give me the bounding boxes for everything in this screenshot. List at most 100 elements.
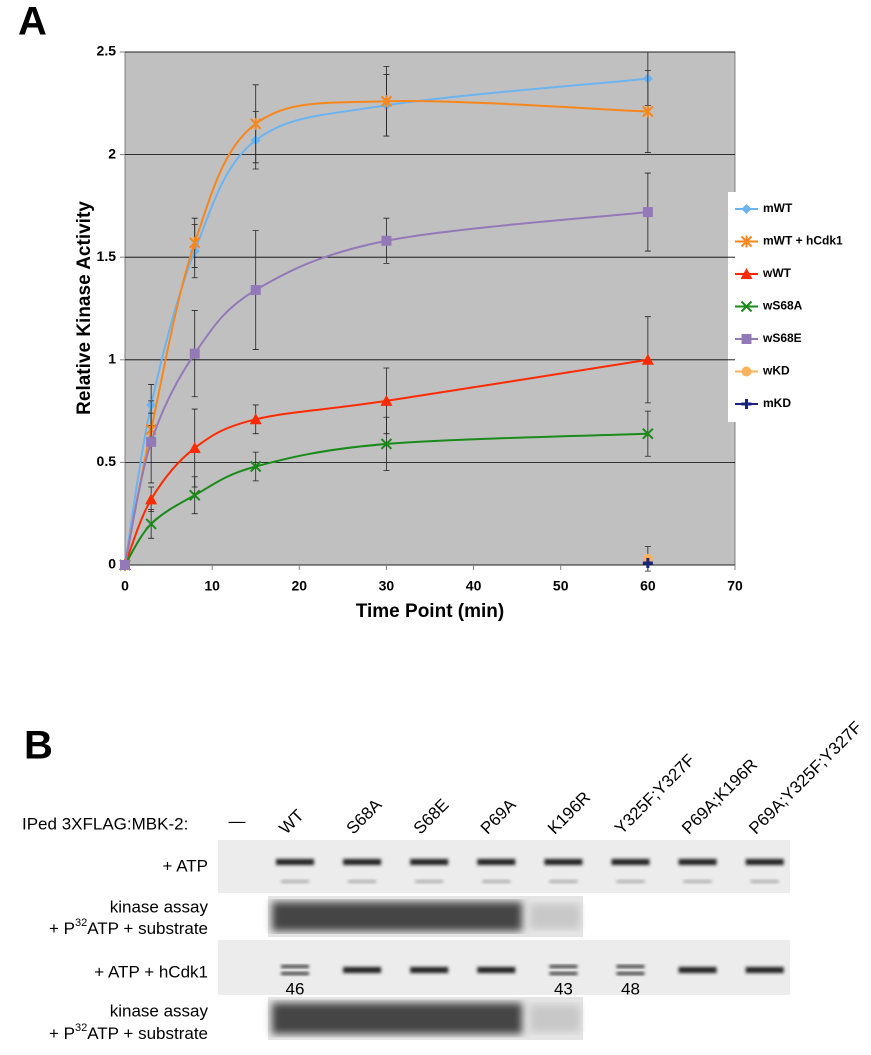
row-label: kinase assay [110,1001,209,1020]
x-tick-label: 0 [121,578,129,594]
row-label-part: ATP + substrate [87,919,208,938]
marker [380,394,393,406]
gel-band [611,859,650,865]
x-tick-label: 20 [291,578,307,594]
gel-band [616,965,645,968]
panel-label: A [18,0,47,44]
marker [641,353,654,365]
row-label-part: 32 [75,1022,87,1034]
legend-label: mWT + hCdk1 [763,234,843,248]
marker [189,489,201,501]
panel-label: B [24,724,53,768]
y-tick-label: 1 [108,351,116,367]
gel-band [343,967,382,973]
lane-label: K196R [544,788,594,838]
marker [740,300,753,313]
lane-label: S68A [343,795,386,838]
gel-band [678,859,717,865]
gel-header: IPed 3XFLAG:MBK-2: [22,814,188,833]
band-label: 48 [621,979,640,998]
marker [120,560,130,570]
lane-label: S68E [410,795,453,838]
legend-label: mWT [763,201,793,215]
legend-label: wWT [762,266,792,280]
lane-label: P69A [477,795,520,838]
marker [642,105,654,118]
y-tick-label: 1.5 [97,248,117,264]
gel-band [544,859,583,865]
gel-band [281,972,309,975]
gel-band [482,880,511,883]
lane-label: WT [276,806,308,838]
gel-band [276,859,314,865]
y-axis-title: Relative Kinase Activity [74,201,95,415]
gel-band [750,880,779,883]
legend-label: wS68E [762,331,802,345]
marker [740,268,753,279]
gel-signal [272,1003,522,1034]
x-tick-label: 30 [379,578,395,594]
gel-control: — [229,811,246,830]
marker [380,95,393,108]
lane-label: P69A;Y325F;Y327F [745,718,865,838]
marker [250,285,261,296]
gel-band [477,859,516,865]
y-tick-label: 0.5 [97,453,117,469]
y-tick-label: 0 [108,556,116,572]
marker [250,460,262,473]
marker [741,204,752,214]
marker [250,117,262,130]
y-tick-label: 2.5 [97,43,117,59]
marker [146,436,157,447]
gel-signal [272,902,522,931]
x-tick-label: 40 [466,578,482,594]
marker [381,235,392,246]
x-tick-label: 70 [727,578,743,594]
x-tick-label: 10 [204,578,220,594]
marker [741,366,752,377]
gel-strip [218,840,790,893]
marker [741,399,752,409]
gel-band [549,972,578,975]
gel-band [348,880,377,883]
gel-band [343,859,382,865]
row-label-part: ATP + substrate [87,1024,208,1043]
gel-band [616,972,645,975]
gel-band [410,859,449,865]
marker [642,427,654,440]
x-tick-label: 60 [640,578,656,594]
band-label: 43 [554,979,573,998]
gel-band [745,967,784,973]
series-line [124,77,648,566]
gel-band [415,880,444,883]
gel-band [281,965,309,968]
gel-band [616,880,645,883]
y-tick-label: 2 [108,145,116,161]
marker [188,442,201,454]
marker [145,493,158,505]
legend-label: wS68A [762,299,803,313]
gel-band [549,880,578,883]
row-label: + P32ATP + substrate [49,1022,208,1044]
marker [740,235,753,248]
gel-band [477,967,516,973]
gel-signal [530,1005,580,1032]
row-label: + ATP [162,856,208,875]
legend-label: wKD [762,364,790,378]
marker [145,518,157,530]
row-label-part: 32 [75,917,87,929]
marker [380,438,393,450]
gel-band [549,965,578,968]
row-label-part: + P [49,1024,75,1043]
marker [189,236,201,249]
gel-band [683,880,712,883]
row-label: + ATP + hCdk1 [94,962,208,981]
gel-signal [530,904,580,929]
plot-area [124,51,736,566]
gel-band [281,880,309,883]
gel-band [678,967,717,973]
band-label: 46 [286,979,305,998]
x-tick-label: 50 [553,578,569,594]
series-line [124,211,648,566]
